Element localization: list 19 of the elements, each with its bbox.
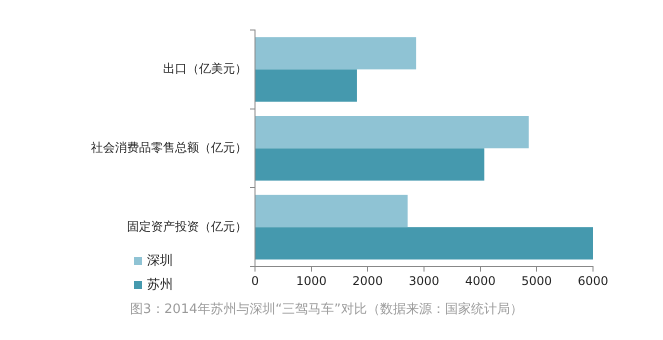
x-tick-label: 0 (251, 274, 259, 288)
bar (256, 148, 484, 181)
y-tick-label: 社会消费品零售总额（亿元） (91, 140, 247, 154)
x-tick-label: 1000 (296, 274, 327, 288)
bar (256, 69, 357, 102)
bar (256, 194, 408, 228)
y-tick-label: 出口（亿美元） (163, 62, 247, 76)
legend-label: 苏州 (147, 277, 173, 292)
x-tick-label: 3000 (408, 274, 440, 288)
x-tick-label: 6000 (578, 274, 608, 288)
legend-label: 深圳 (147, 253, 173, 268)
x-tick-label: 2000 (352, 274, 383, 288)
bar (256, 227, 593, 260)
bar (256, 116, 529, 148)
x-tick-label: 4000 (465, 274, 496, 288)
bar (256, 37, 416, 70)
x-tick-label: 5000 (521, 274, 552, 288)
y-tick-label: 固定资产投资（亿元） (127, 219, 247, 234)
caption: 图3：2014年苏州与深圳“三驾马车”对比（数据来源：国家统计局） (130, 301, 523, 318)
